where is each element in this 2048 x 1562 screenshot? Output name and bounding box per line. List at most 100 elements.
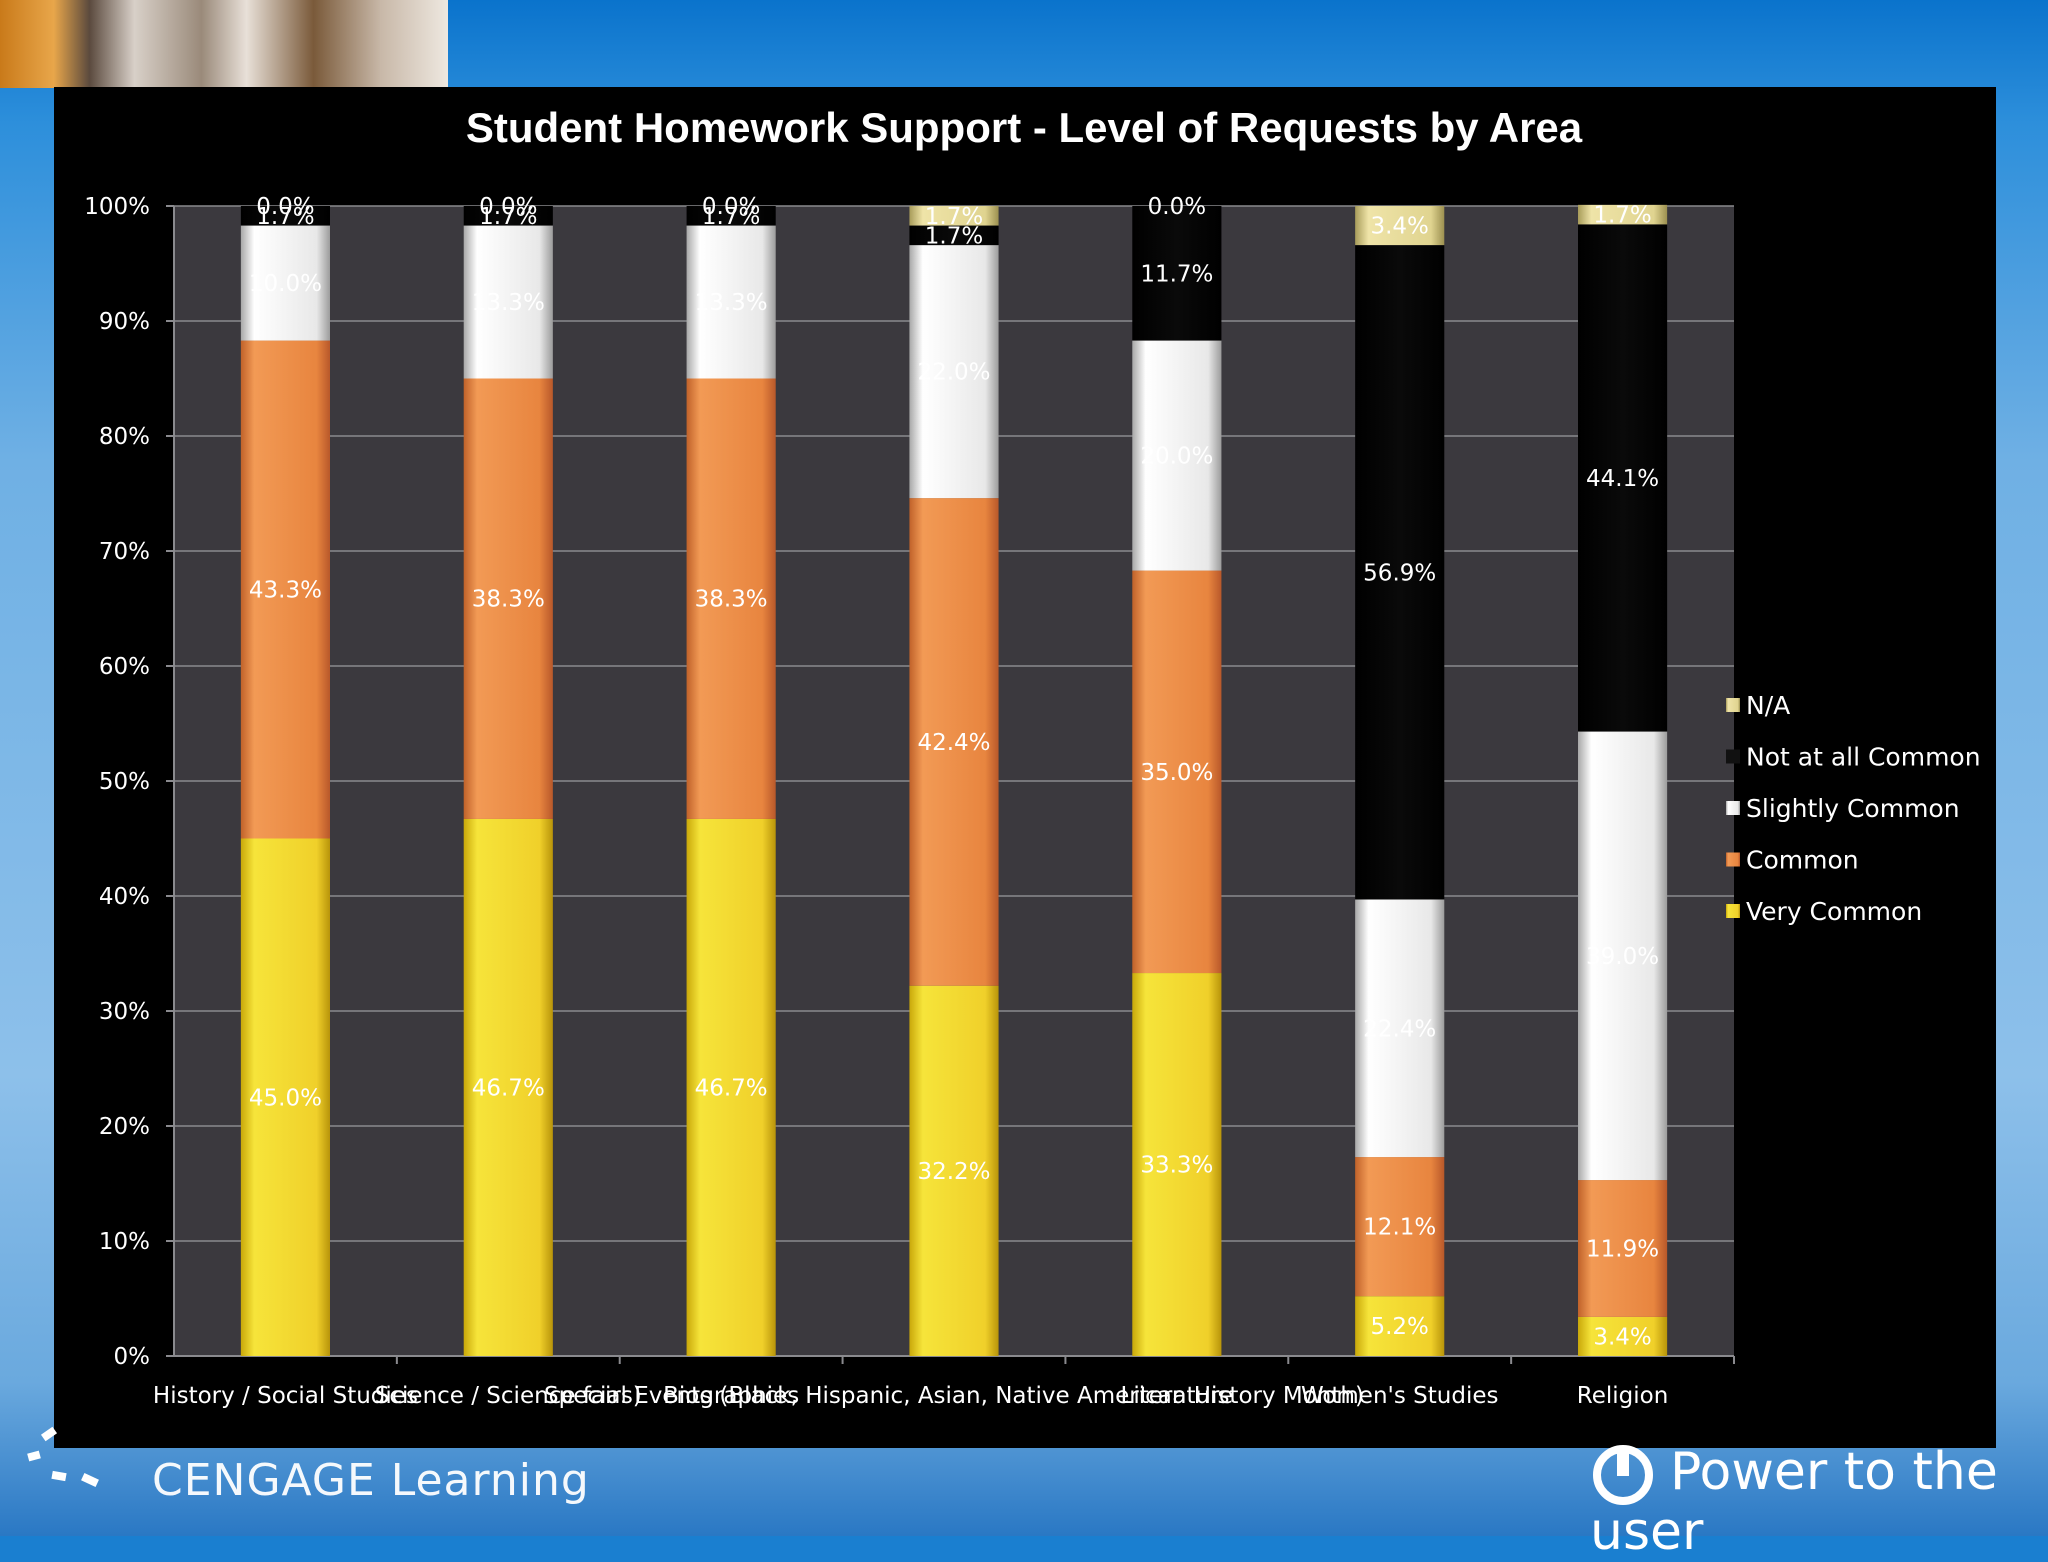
bar-segment <box>1578 204 1668 225</box>
y-tick-label: 60% <box>99 654 150 680</box>
bar-segment <box>463 225 553 379</box>
bars: 45.0%43.3%10.0%1.7%0.0%46.7%38.3%13.3%1.… <box>240 194 1668 1356</box>
data-label: 3.4% <box>1593 1324 1651 1350</box>
data-label: 11.7% <box>1140 261 1213 287</box>
bar-segment <box>1355 1296 1445 1356</box>
bar-segment <box>1578 1180 1668 1317</box>
bar-segment <box>1132 973 1222 1356</box>
bar-segment <box>1355 245 1445 900</box>
bar-segment <box>909 498 999 986</box>
data-label: 46.7% <box>695 1075 768 1101</box>
data-label: 38.3% <box>695 587 768 613</box>
chart-title: Student Homework Support - Level of Requ… <box>466 104 1583 151</box>
bar-segment <box>463 206 553 226</box>
bar-segment <box>909 225 999 246</box>
bar-segment <box>1132 206 1222 341</box>
data-label: 42.4% <box>917 730 990 756</box>
y-tick-label: 100% <box>84 194 150 220</box>
legend-swatch <box>1726 852 1740 867</box>
bar-segment <box>240 340 330 839</box>
x-tick-label: History / Social Studies <box>153 1383 418 1409</box>
bar-segment <box>463 378 553 819</box>
bar-segment <box>240 225 330 341</box>
x-tick-label: Special Events (Black, Hispanic, Asian, … <box>544 1383 1364 1409</box>
data-label: 46.7% <box>472 1075 545 1101</box>
y-tick-label: 10% <box>99 1229 150 1255</box>
x-tick-label: Literature <box>1121 1383 1234 1409</box>
bar-segment <box>686 206 776 226</box>
y-tick-label: 30% <box>99 999 150 1025</box>
legend-swatch <box>1726 904 1740 918</box>
chart: Student Homework Support - Level of Requ… <box>84 104 1981 1409</box>
x-tick-label: Religion <box>1577 1383 1669 1409</box>
y-axis: 0% 10% 20% 30% 40% 50% 60% 70% 80% 90% 100% <box>84 194 1734 1370</box>
data-label: 39.0% <box>1586 944 1659 970</box>
y-tick-label: 70% <box>99 539 150 565</box>
y-tick-label: 80% <box>99 424 150 450</box>
bar-segment <box>686 818 776 1356</box>
bar-segment <box>240 206 330 226</box>
bar-segment <box>1355 1157 1445 1297</box>
cengage-logo-icon <box>27 1426 99 1488</box>
bar-segment <box>1355 206 1445 246</box>
power-icon <box>1593 1445 1653 1505</box>
data-label: 0.0% <box>479 194 537 220</box>
company-logo-text: CENGAGE Learning <box>152 1455 590 1506</box>
bar-segment <box>1578 1316 1668 1356</box>
data-label: 56.9% <box>1363 560 1436 586</box>
tagline-text: Power to the user <box>1590 1442 1998 1562</box>
header-photo <box>0 0 448 88</box>
data-label: 22.4% <box>1363 1016 1436 1042</box>
y-tick-label: 0% <box>114 1344 151 1370</box>
legend-label: N/A <box>1746 691 1790 720</box>
data-label: 22.0% <box>917 360 990 386</box>
legend-label: Common <box>1746 846 1859 875</box>
bar-segment <box>1578 731 1668 1181</box>
data-label: 1.7% <box>702 204 760 230</box>
bar-segment <box>686 378 776 819</box>
bar-segment <box>1132 340 1222 571</box>
tagline: Power to the user <box>1590 1442 2048 1562</box>
data-label: 1.7% <box>256 204 314 230</box>
data-label: 0.0% <box>702 194 760 220</box>
data-label: 13.3% <box>695 290 768 316</box>
chart-panel: Student Homework Support - Level of Requ… <box>54 87 1996 1448</box>
data-label: 43.3% <box>249 578 322 604</box>
bar-segment <box>686 225 776 379</box>
legend-swatch <box>1726 749 1740 764</box>
y-tick-label: 50% <box>99 769 150 795</box>
x-tick-label: Science / Science fairs) <box>375 1383 642 1409</box>
data-label: 5.2% <box>1370 1314 1428 1340</box>
bar-segment <box>1355 899 1445 1158</box>
data-label: 12.1% <box>1363 1215 1436 1241</box>
legend-swatch <box>1726 698 1740 712</box>
legend-label: Slightly Common <box>1746 794 1960 823</box>
data-label: 1.7% <box>479 204 537 230</box>
y-tick-label: 90% <box>99 309 150 335</box>
data-label: 32.2% <box>917 1159 990 1185</box>
x-tick-label: Women's Studies <box>1301 1383 1499 1409</box>
data-label: 35.0% <box>1140 760 1213 786</box>
data-label: 38.3% <box>472 587 545 613</box>
data-label: 11.9% <box>1586 1236 1659 1262</box>
data-label: 1.7% <box>925 223 983 249</box>
y-tick-label: 20% <box>99 1114 150 1140</box>
data-label: 0.0% <box>256 194 314 220</box>
data-label: 10.0% <box>249 271 322 297</box>
data-label: 44.1% <box>1586 466 1659 492</box>
bar-segment <box>463 818 553 1356</box>
data-label: 1.7% <box>1593 203 1651 229</box>
bar-segment <box>909 206 999 226</box>
bar-segment <box>909 985 999 1356</box>
bar-segment <box>1132 570 1222 974</box>
legend-label: Very Common <box>1746 897 1922 926</box>
data-label: 1.7% <box>925 204 983 230</box>
data-label: 3.4% <box>1370 214 1428 240</box>
data-label: 33.3% <box>1140 1153 1213 1179</box>
bar-segment <box>1578 224 1668 732</box>
data-label: 45.0% <box>249 1085 322 1111</box>
bar-segment <box>909 245 999 499</box>
legend: N/A Not at all Common Slightly Common Commo… <box>1726 691 1981 926</box>
bar-segment <box>240 838 330 1356</box>
